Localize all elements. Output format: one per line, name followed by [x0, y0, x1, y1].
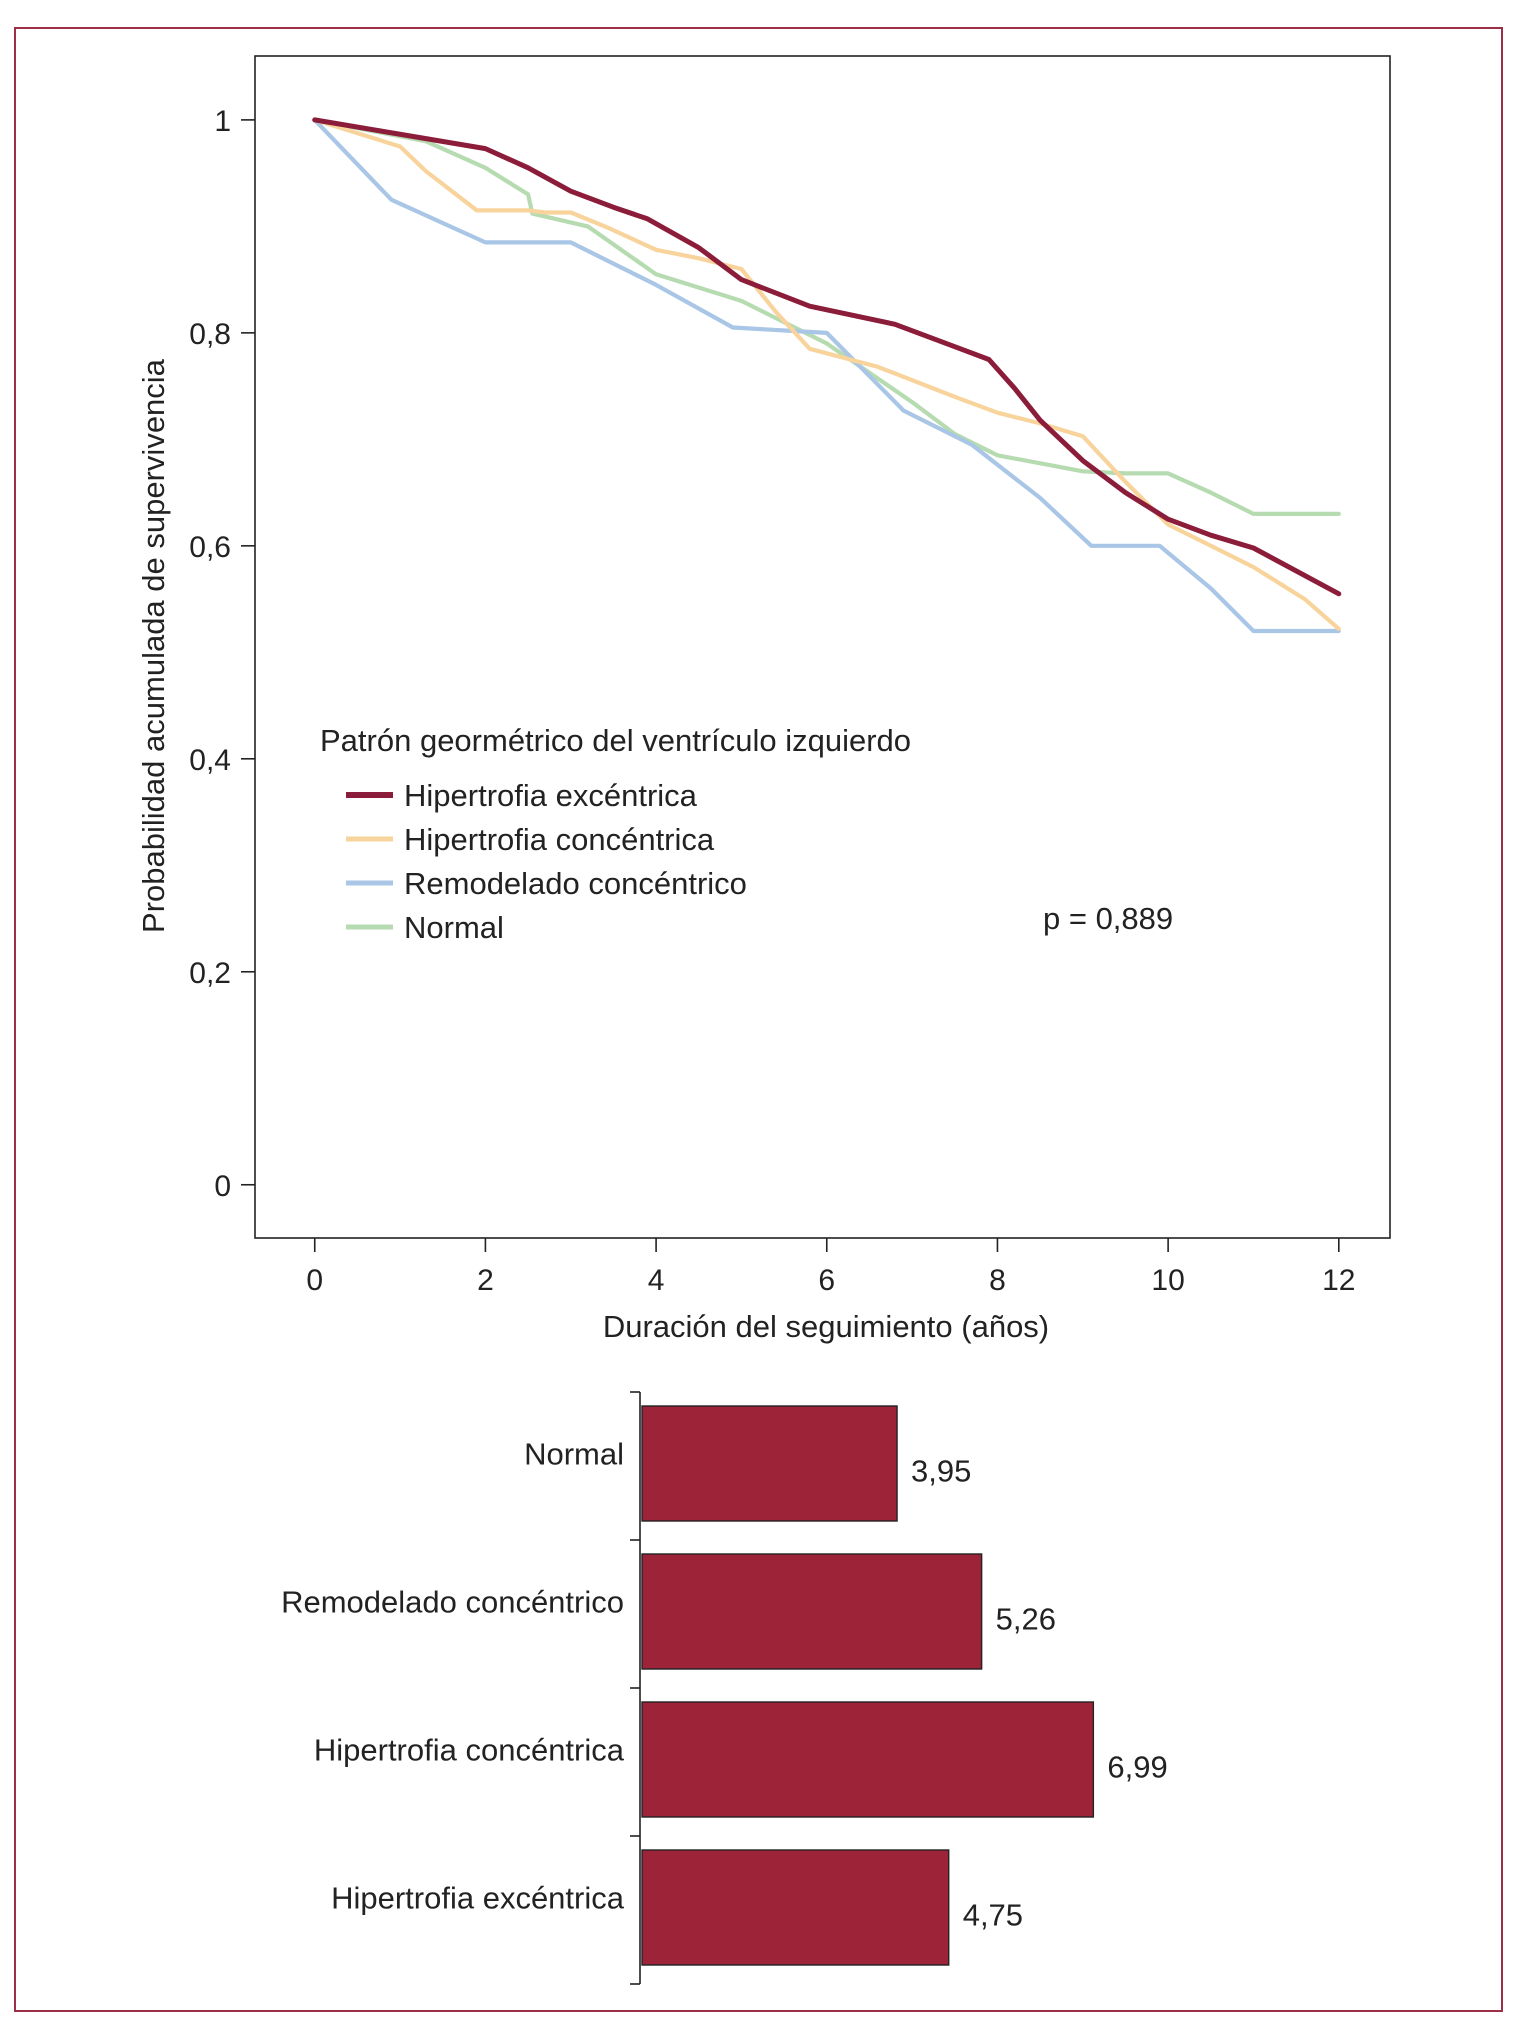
- bar: [641, 1553, 983, 1670]
- y-tick-label: 0: [214, 1170, 231, 1203]
- y-tick-label: 0,8: [189, 318, 231, 351]
- bar-value-label: 4,75: [963, 1898, 1023, 1933]
- x-tick-label: 12: [1322, 1264, 1355, 1297]
- x-tick-label: 4: [648, 1264, 665, 1297]
- x-axis-label: Duración del seguimiento (años): [603, 1309, 1049, 1344]
- bar: [641, 1405, 898, 1522]
- y-tick-label: 0,6: [189, 531, 231, 564]
- series-line-hipertrofia-concéntrica: [312, 117, 1341, 632]
- y-tick-label: 0,4: [189, 744, 231, 777]
- y-axis-label: Probabilidad acumulada de supervivencia: [136, 358, 171, 933]
- legend-label: Normal: [404, 910, 504, 945]
- category-axis: [630, 1391, 641, 1985]
- y-tick-label: 1: [214, 105, 231, 138]
- bar: [641, 1849, 950, 1966]
- x-tick-label: 6: [818, 1264, 835, 1297]
- p-value-annotation: p = 0,889: [1043, 901, 1173, 936]
- legend: Hipertrofia excéntrica Hipertrofia concén…: [346, 778, 747, 945]
- series-lines: [312, 117, 1342, 634]
- bar-value-label: 3,95: [911, 1454, 971, 1489]
- bar-category-label: Hipertrofia concéntrica: [314, 1733, 625, 1768]
- legend-label: Remodelado concéntrico: [404, 866, 747, 901]
- x-tick-label: 0: [306, 1264, 323, 1297]
- plot-frame: [254, 55, 1391, 1239]
- bar-marks: Normal 3,95 Remodelado concéntrico 5,26 Hipe…: [281, 1405, 1168, 1966]
- x-tick-label: 10: [1151, 1264, 1184, 1297]
- bar: [641, 1701, 1095, 1818]
- series-line-remodelado-concéntrico: [312, 117, 1341, 634]
- series-line-hipertrofia-excéntrica: [312, 117, 1342, 597]
- legend-title: Patrón geormétrico del ventrículo izquie…: [320, 723, 911, 758]
- bar-category-label: Hipertrofia excéntrica: [331, 1881, 625, 1916]
- bar-value-label: 6,99: [1107, 1750, 1167, 1785]
- bar-category-label: Normal: [524, 1437, 624, 1472]
- axis-ticks: 0 2 4 6 8 10 12 0 0,2 0,4 0,6 0,8 1: [189, 105, 1355, 1297]
- horizontal-bar-chart: Normal 3,95 Remodelado concéntrico 5,26 Hipe…: [281, 1391, 1168, 1985]
- bar-category-label: Remodelado concéntrico: [281, 1585, 624, 1620]
- x-tick-label: 2: [477, 1264, 494, 1297]
- bar-value-label: 5,26: [996, 1602, 1056, 1637]
- series-line-normal: [312, 117, 1341, 517]
- x-tick-label: 8: [989, 1264, 1006, 1297]
- survival-line-chart: 0 2 4 6 8 10 12 0 0,2 0,4 0,6 0,8 1 Duración del seg…: [136, 55, 1391, 1344]
- y-tick-label: 0,2: [189, 957, 231, 990]
- figure-frame: [14, 27, 1503, 2012]
- legend-label: Hipertrofia concéntrica: [404, 822, 715, 857]
- legend-label: Hipertrofia excéntrica: [404, 778, 698, 813]
